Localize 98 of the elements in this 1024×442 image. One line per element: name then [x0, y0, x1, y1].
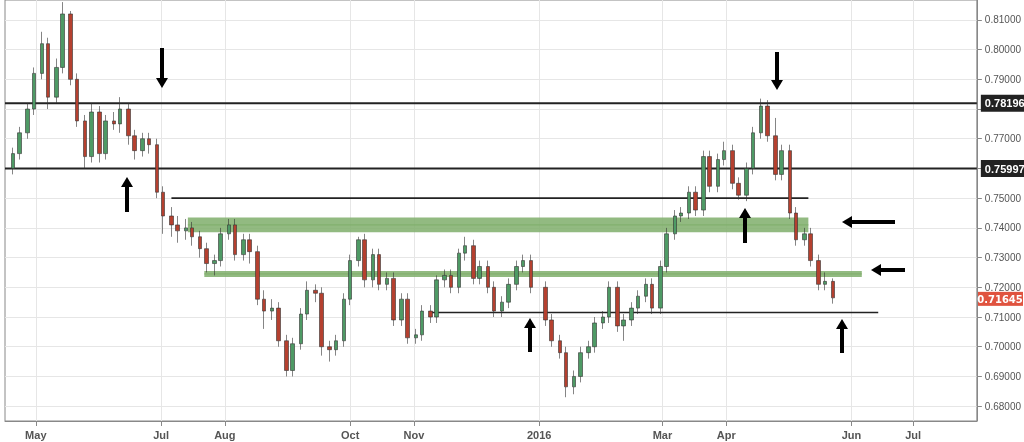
- y-tick-label: 0.70000: [984, 341, 1022, 353]
- candlestick: [299, 307, 303, 350]
- candlestick: [449, 269, 453, 294]
- candlestick: [25, 102, 30, 140]
- y-tick-label: 0.72000: [984, 281, 1022, 293]
- candlestick: [305, 281, 309, 321]
- candlestick: [564, 346, 568, 398]
- candlestick: [118, 96, 122, 134]
- candlestick: [679, 206, 683, 223]
- candlestick: [414, 328, 418, 345]
- candlestick: [377, 248, 381, 291]
- y-tick-label: 0.71000: [984, 311, 1022, 323]
- candlestick: [348, 254, 352, 306]
- candlestick: [204, 242, 209, 273]
- candlestick: [276, 301, 281, 348]
- candlestick: [751, 126, 755, 175]
- candlestick: [334, 334, 338, 356]
- x-tick-label: Aug: [214, 428, 236, 441]
- candlestick: [716, 153, 720, 193]
- candlestick: [673, 209, 677, 241]
- x-tick-label: 2016: [526, 428, 552, 441]
- candlestick: [687, 185, 691, 220]
- y-tick-label: 0.73000: [984, 252, 1022, 264]
- x-tick-label: Oct: [341, 428, 360, 441]
- candlestick: [607, 281, 611, 324]
- x-tick-label: Mar: [652, 428, 673, 441]
- y-tick-label: 0.69000: [984, 370, 1022, 382]
- candlestick: [578, 346, 583, 383]
- candlestick: [17, 126, 22, 160]
- candlestick: [68, 10, 73, 86]
- candlestick: [529, 254, 533, 294]
- candlestick: [644, 278, 648, 303]
- candlestick: [270, 298, 274, 321]
- x-tick-label: Apr: [716, 428, 737, 441]
- candlestick: [500, 295, 504, 318]
- ref-line-label: 0.78196: [984, 97, 1024, 110]
- y-tick-label: 0.75000: [984, 192, 1022, 204]
- candlestick: [420, 304, 424, 342]
- y-tick-label: 0.81000: [984, 14, 1022, 26]
- candlestick: [161, 185, 165, 235]
- candlestick: [83, 114, 87, 169]
- candlestick: [794, 206, 798, 247]
- candlestick: [823, 272, 827, 291]
- candlestick: [11, 147, 15, 175]
- candlestick: [40, 31, 44, 80]
- candlestick: [744, 162, 749, 202]
- candlestick: [262, 289, 266, 330]
- candlestick: [759, 98, 763, 140]
- y-tick-label: 0.74000: [984, 222, 1022, 234]
- candlestick: [521, 254, 525, 273]
- candlestick: [601, 310, 605, 330]
- candlestick: [636, 289, 640, 315]
- y-tick-label: 0.80000: [984, 44, 1022, 56]
- candlestick: [572, 370, 576, 395]
- candlestick: [486, 260, 490, 294]
- y-tick-label: 0.77000: [984, 133, 1022, 145]
- candlestick: [75, 73, 79, 128]
- x-tick-label: Nov: [403, 428, 426, 441]
- candlestick: [693, 185, 698, 217]
- candlestick: [227, 218, 231, 241]
- candlestick: [831, 278, 835, 304]
- candlestick: [391, 272, 396, 327]
- candlestick: [463, 236, 467, 261]
- candlestick: [765, 99, 770, 143]
- candlestick: [342, 292, 346, 348]
- candlestick: [722, 141, 726, 166]
- candlestick: [112, 111, 116, 131]
- candlestick: [457, 248, 461, 294]
- candlestick: [492, 281, 496, 318]
- candlestick: [327, 340, 332, 362]
- x-tick-label: May: [25, 428, 48, 441]
- x-tick-label: Jul: [153, 428, 170, 441]
- candlestick: [442, 269, 447, 288]
- candlestick: [89, 102, 94, 163]
- candlestick: [255, 245, 260, 306]
- candlestick: [190, 221, 194, 247]
- candlestick: [385, 272, 389, 291]
- candlestick: [788, 144, 792, 220]
- y-tick-label: 0.79000: [984, 73, 1022, 85]
- y-tick-label: 0.68000: [984, 400, 1022, 412]
- candlestick: [558, 334, 562, 359]
- x-tick-label: Jun: [841, 428, 862, 441]
- candlestick: [629, 301, 634, 327]
- candlestick: [140, 132, 145, 157]
- candlestick: [506, 278, 511, 309]
- candlestick: [184, 218, 188, 241]
- candlestick: [514, 260, 519, 291]
- candlestick: [233, 218, 237, 261]
- ref-line-label: 0.75997: [984, 162, 1024, 175]
- x-tick-label: Jul: [905, 428, 922, 441]
- candlestick: [155, 138, 159, 199]
- candlestick: [147, 132, 151, 154]
- candlestick: [650, 278, 654, 315]
- candlestick: [816, 254, 821, 291]
- candlestick: [198, 230, 202, 258]
- candlestick: [46, 37, 50, 110]
- candlestick: [371, 248, 375, 288]
- candlestick: [32, 67, 36, 116]
